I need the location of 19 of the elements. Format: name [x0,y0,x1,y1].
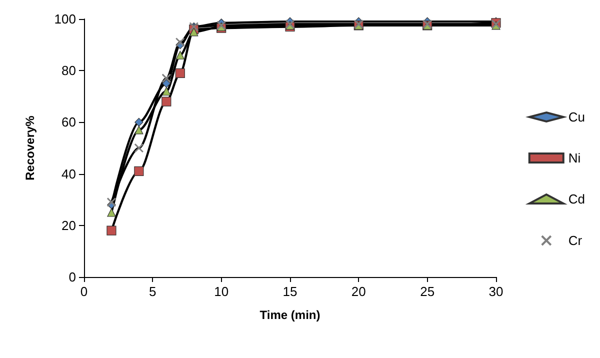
y-tick-label: 20 [62,218,76,233]
y-tick-label: 0 [68,270,76,284]
y-tick-label: 100 [54,12,76,26]
y-axis-title: Recovery% [23,115,37,180]
x-tick-label: 10 [214,284,229,299]
x-tick-label: 30 [488,284,504,299]
y-tick-label: 80 [62,63,76,78]
x-tick-label: 5 [149,284,156,299]
x-tick-label: 15 [282,284,298,299]
legend-label: Ni [568,150,581,166]
y-tick-label: 60 [62,114,76,130]
y-tick-label: 40 [62,166,76,182]
x-tick-label: 0 [80,284,88,299]
x-tick-label: 25 [420,284,435,299]
x-axis-title: Time (min) [260,308,320,322]
legend-label: Cd [568,192,586,206]
legend-label: Cu [568,110,586,124]
legend-label: Cr [568,233,583,248]
x-tick-label: 20 [351,284,366,299]
